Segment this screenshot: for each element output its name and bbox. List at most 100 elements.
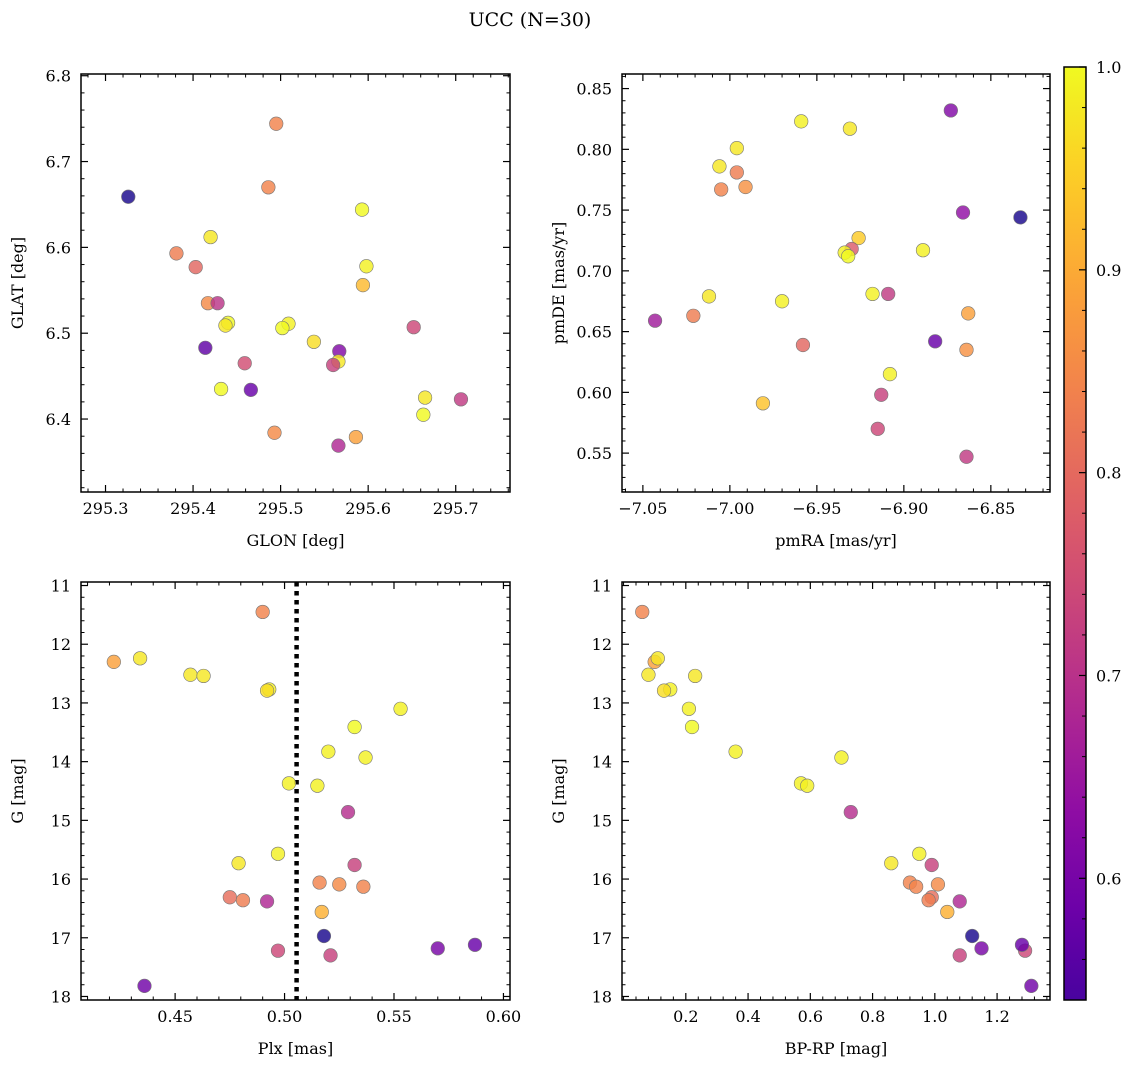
y-tick-label: 13 [592, 694, 612, 713]
x-tick-label: 1.2 [984, 1007, 1009, 1026]
data-point [870, 421, 885, 436]
data-point [834, 750, 849, 765]
data-point [635, 604, 650, 620]
colorbar-gradient [1064, 67, 1086, 1000]
data-point [137, 978, 152, 994]
axes-frame [621, 73, 1051, 493]
data-point [198, 340, 213, 355]
data-point [843, 805, 858, 820]
y-tick-label: 17 [592, 929, 612, 948]
axes-frame [621, 581, 1051, 1001]
data-point [417, 390, 433, 405]
x-tick-label: 295.7 [433, 499, 479, 518]
data-point [800, 778, 815, 793]
figure-title: UCC (N=30) [469, 9, 592, 31]
data-point [255, 604, 270, 620]
y-tick-label: 15 [51, 811, 71, 830]
y-tick-label: 6.5 [46, 324, 71, 343]
data-point [314, 904, 329, 920]
y-tick-label: 18 [51, 987, 71, 1006]
y-tick-label: 0.70 [576, 262, 612, 281]
data-point [231, 856, 246, 871]
x-tick-label: 295.3 [83, 499, 129, 518]
colorbar-tick-label: 1.0 [1096, 58, 1121, 77]
data-point [959, 449, 974, 464]
colorbar: 0.6 0.7 0.8 0.9 1.0 [1063, 58, 1121, 1001]
data-point [851, 230, 866, 246]
data-point [921, 893, 936, 908]
data-point [203, 229, 218, 245]
data-point [795, 337, 811, 353]
y-tick-label: 0.55 [576, 444, 612, 463]
data-point [106, 654, 121, 669]
scatter-panel-2: −7.05 −7.00 −6.95 −6.90 −6.85 0.55 0.60 0.65 0.7… [549, 73, 1051, 550]
data-point [915, 243, 931, 258]
x-tick-label: 0.6 [798, 1007, 823, 1026]
y-tick-label: 14 [592, 753, 612, 772]
data-point [453, 392, 469, 407]
data-point [259, 894, 275, 909]
data-point [841, 249, 856, 264]
y-tick-label: 12 [51, 635, 71, 654]
data-point [686, 308, 701, 323]
x-axis-label: Plx [mas] [258, 1039, 333, 1058]
data-point [641, 667, 656, 682]
data-point [237, 356, 252, 371]
y-tick-label: 16 [592, 870, 612, 889]
data-point [306, 334, 321, 349]
data-point [755, 396, 771, 411]
data-point [738, 179, 753, 195]
y-tick-label: 0.75 [576, 201, 612, 220]
x-tick-label: −6.85 [966, 499, 1015, 518]
data-point [712, 159, 727, 174]
data-point [1013, 210, 1028, 225]
y-tick-label: 6.4 [46, 410, 71, 429]
y-axis-label: pmDE [mas/yr] [549, 222, 568, 345]
data-point [312, 875, 327, 890]
data-point [347, 857, 362, 873]
data-point [321, 744, 336, 759]
x-axis-label: GLON [deg] [246, 531, 344, 550]
data-point [684, 719, 700, 735]
data-point [332, 877, 347, 892]
data-point [270, 846, 286, 861]
data-point [943, 103, 958, 118]
data-point [940, 904, 955, 920]
data-point [354, 202, 370, 217]
data-point [358, 750, 373, 765]
data-point [1024, 978, 1039, 994]
x-tick-label: 0.55 [376, 1007, 412, 1026]
data-point [701, 289, 717, 304]
y-tick-label: 11 [51, 577, 71, 596]
panels: 295.3 295.4 295.5 295.6 295.7 6.4 6.5 6.6 6.7 6.8… [8, 67, 1051, 1058]
data-point [406, 320, 421, 335]
y-axis-label: GLAT [deg] [8, 237, 27, 329]
data-point [909, 879, 924, 894]
data-point [340, 805, 356, 820]
y-tick-label: 0.80 [576, 140, 612, 159]
y-tick-label: 17 [51, 929, 71, 948]
y-tick-label: 14 [51, 753, 71, 772]
data-point [393, 701, 408, 716]
data-point [196, 668, 211, 684]
data-point [912, 846, 927, 861]
y-tick-label: 13 [51, 694, 71, 713]
data-point [714, 182, 729, 197]
data-point [467, 937, 483, 952]
x-tick-label: 295.6 [345, 499, 391, 518]
data-point [261, 180, 276, 195]
colorbar-tick-label: 0.9 [1096, 261, 1121, 280]
data-point [235, 893, 251, 908]
data-point [267, 425, 282, 440]
data-point [326, 357, 341, 373]
scatter-panel-4: 0.2 0.4 0.6 0.8 1.0 1.2 11 12 13 14 15 16 17 18 BP-RP … [549, 577, 1051, 1058]
data-point [774, 294, 790, 309]
data-point [356, 879, 371, 894]
colorbar-tick-label: 0.8 [1096, 464, 1121, 483]
data-point [729, 165, 744, 180]
data-point [974, 941, 989, 956]
data-point [222, 890, 237, 905]
data-point [930, 877, 946, 892]
y-tick-label: 6.6 [46, 238, 71, 257]
